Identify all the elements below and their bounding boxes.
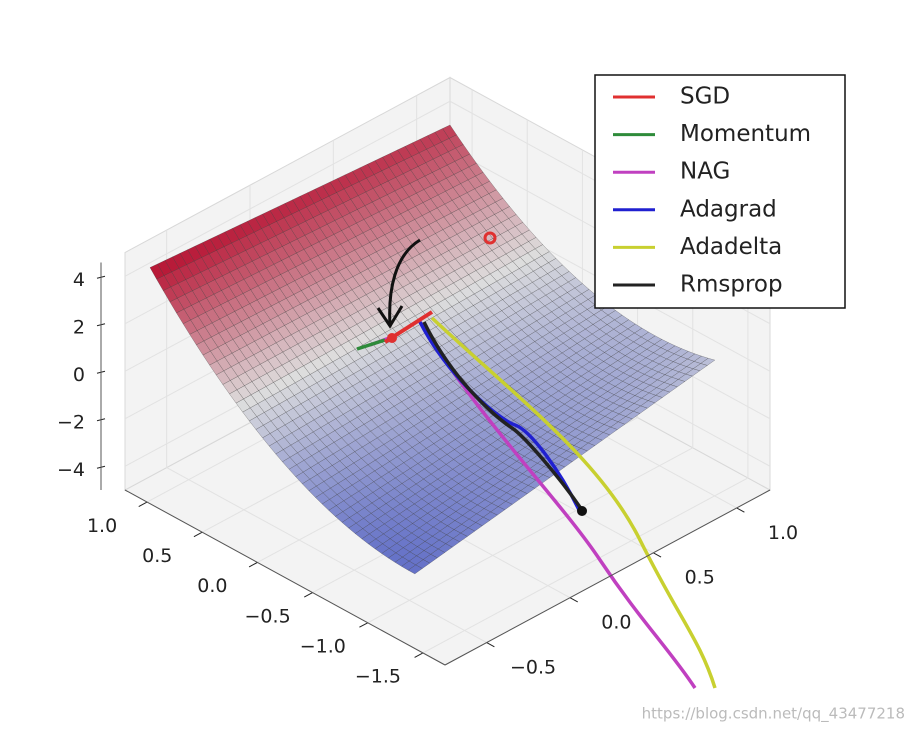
y-tick bbox=[653, 552, 662, 558]
surface bbox=[149, 124, 716, 575]
x-tick bbox=[138, 501, 148, 507]
legend-label: SGD bbox=[680, 84, 730, 110]
x-tick-label: −0.5 bbox=[245, 605, 291, 627]
marker bbox=[483, 231, 497, 245]
surface-cell bbox=[407, 564, 423, 575]
x-tick-label: −1.0 bbox=[300, 635, 346, 657]
y-tick bbox=[736, 507, 745, 513]
axis-line bbox=[124, 489, 446, 666]
grid-line bbox=[422, 477, 749, 654]
trajectory bbox=[356, 338, 386, 351]
legend-box bbox=[594, 74, 846, 309]
x-tick bbox=[248, 561, 258, 568]
x-tick-label: 0.5 bbox=[142, 545, 172, 567]
trajectory bbox=[422, 321, 584, 511]
trajectory bbox=[430, 316, 717, 689]
y-tick-label: −0.5 bbox=[510, 656, 556, 678]
x-tick bbox=[359, 622, 368, 628]
legend-label: Momentum bbox=[680, 121, 811, 147]
x-tick bbox=[304, 592, 313, 598]
z-tick-label: −4 bbox=[57, 459, 85, 481]
x-tick bbox=[193, 531, 203, 538]
annotation-arrow bbox=[376, 238, 421, 329]
trajectories bbox=[356, 231, 717, 689]
z-tick-label: 2 bbox=[73, 316, 85, 338]
grid-line bbox=[166, 467, 487, 644]
marker bbox=[387, 333, 397, 343]
z-tick-label: 0 bbox=[73, 364, 85, 386]
legend-label: NAG bbox=[680, 159, 730, 185]
marker bbox=[577, 506, 587, 516]
y-tick-label: 0.5 bbox=[685, 567, 715, 589]
x-tick bbox=[414, 652, 424, 658]
x-tick-label: 1.0 bbox=[87, 515, 117, 537]
z-tick-label: 4 bbox=[73, 269, 85, 291]
y-tick bbox=[569, 597, 578, 603]
y-tick-label: 0.0 bbox=[601, 612, 631, 634]
z-tick-label: −2 bbox=[57, 411, 85, 433]
axis-line bbox=[444, 489, 771, 666]
grid-line bbox=[367, 447, 693, 624]
legend: SGD Momentum NAG Adagrad Adadelta Rmsprop bbox=[594, 74, 846, 309]
legend-label: Adadelta bbox=[680, 234, 782, 260]
x-tick-label: 0.0 bbox=[197, 575, 227, 597]
y-tick-label: 1.0 bbox=[768, 522, 798, 544]
y-tick bbox=[486, 642, 495, 648]
grid-line bbox=[124, 100, 451, 277]
watermark: https://blog.csdn.net/qq_43477218 bbox=[642, 705, 905, 724]
x-tick-label: −1.5 bbox=[355, 666, 401, 688]
ticks: 1.0 0.5 0.0 −0.5 −1.0 −1.5 1.0 0.5 0.0 −0.5 4 2 0 −2 −… bbox=[57, 262, 798, 688]
legend-label: Rmsprop bbox=[680, 272, 783, 298]
legend-label: Adagrad bbox=[680, 196, 777, 222]
